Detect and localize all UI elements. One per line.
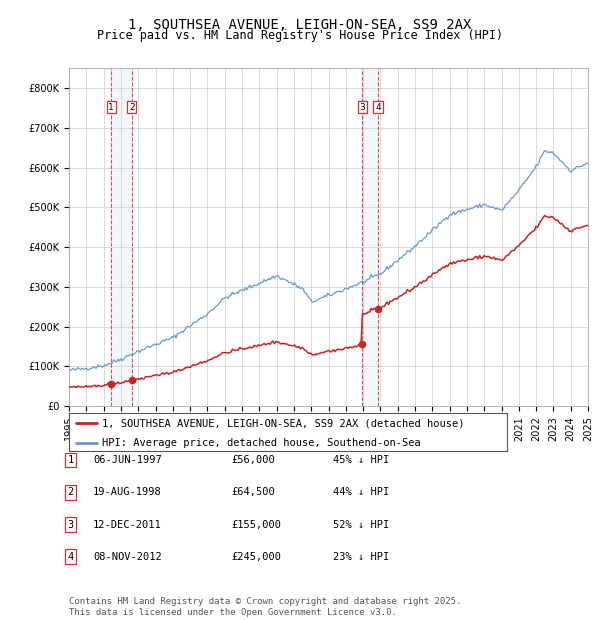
Text: 3: 3 [68, 520, 74, 529]
Text: Price paid vs. HM Land Registry's House Price Index (HPI): Price paid vs. HM Land Registry's House … [97, 30, 503, 42]
Text: 08-NOV-2012: 08-NOV-2012 [93, 552, 162, 562]
Text: 1: 1 [68, 455, 74, 465]
Text: £64,500: £64,500 [231, 487, 275, 497]
Text: 4: 4 [68, 552, 74, 562]
Text: 44% ↓ HPI: 44% ↓ HPI [333, 487, 389, 497]
Text: £56,000: £56,000 [231, 455, 275, 465]
Text: 4: 4 [375, 102, 381, 112]
Text: £245,000: £245,000 [231, 552, 281, 562]
Text: 45% ↓ HPI: 45% ↓ HPI [333, 455, 389, 465]
Text: 23% ↓ HPI: 23% ↓ HPI [333, 552, 389, 562]
Text: 06-JUN-1997: 06-JUN-1997 [93, 455, 162, 465]
Text: 52% ↓ HPI: 52% ↓ HPI [333, 520, 389, 529]
Text: 1, SOUTHSEA AVENUE, LEIGH-ON-SEA, SS9 2AX: 1, SOUTHSEA AVENUE, LEIGH-ON-SEA, SS9 2A… [128, 18, 472, 32]
Text: 3: 3 [359, 102, 365, 112]
Text: 1, SOUTHSEA AVENUE, LEIGH-ON-SEA, SS9 2AX (detached house): 1, SOUTHSEA AVENUE, LEIGH-ON-SEA, SS9 2A… [102, 418, 464, 428]
Bar [362, 68, 378, 406]
Text: £155,000: £155,000 [231, 520, 281, 529]
Text: 19-AUG-1998: 19-AUG-1998 [93, 487, 162, 497]
Text: Contains HM Land Registry data © Crown copyright and database right 2025.
This d: Contains HM Land Registry data © Crown c… [69, 598, 461, 617]
Text: 2: 2 [129, 102, 134, 112]
Bar [111, 68, 132, 406]
Text: HPI: Average price, detached house, Southend-on-Sea: HPI: Average price, detached house, Sout… [102, 438, 421, 448]
Text: 12-DEC-2011: 12-DEC-2011 [93, 520, 162, 529]
Text: 2: 2 [68, 487, 74, 497]
Text: 1: 1 [109, 102, 114, 112]
